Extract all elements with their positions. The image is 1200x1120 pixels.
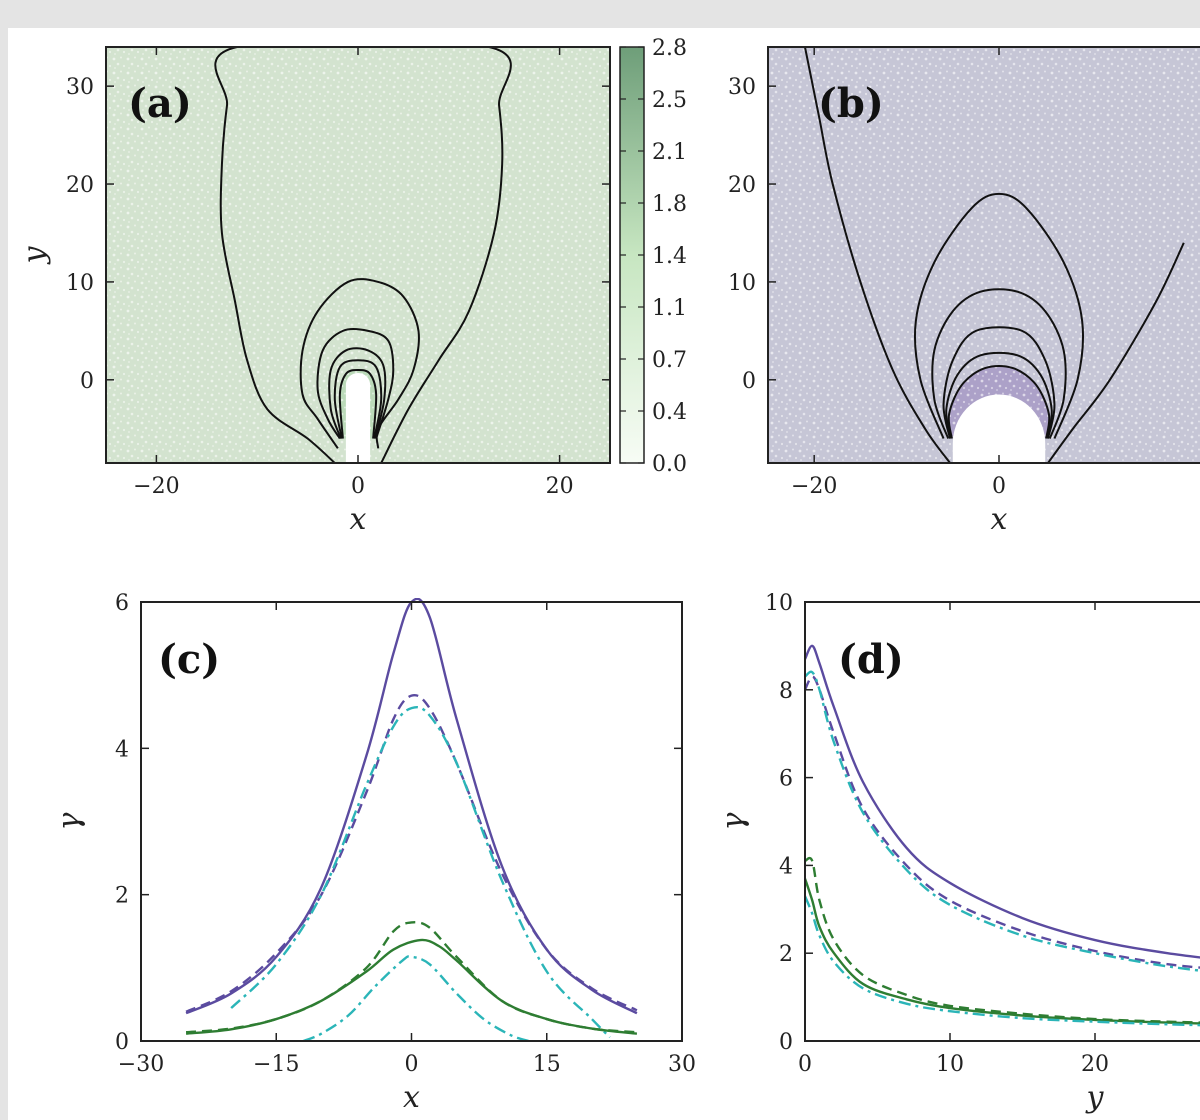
contour-line bbox=[328, 347, 387, 439]
contour-line bbox=[338, 369, 378, 439]
obstacle bbox=[952, 394, 1046, 463]
contour-line bbox=[316, 327, 395, 440]
panel-b: −20 0 0 10 20 30 x (b) bbox=[728, 46, 1200, 537]
colorbar-tick-label: 2.8 bbox=[652, 36, 687, 61]
y-tick-label: 20 bbox=[66, 173, 94, 198]
contour-line bbox=[945, 351, 1053, 439]
x-tick-label: 10 bbox=[936, 1052, 964, 1077]
y-axis-label: γ bbox=[52, 812, 87, 830]
contour-line bbox=[333, 359, 383, 439]
series-line bbox=[805, 670, 1200, 972]
panel-label: (d) bbox=[838, 636, 904, 683]
x-tick-label: −30 bbox=[118, 1052, 164, 1077]
y-tick-label: 20 bbox=[728, 173, 756, 198]
contour-line bbox=[214, 47, 512, 463]
y-tick-label: 0 bbox=[742, 369, 756, 394]
y-tick-label: 0 bbox=[115, 1030, 129, 1055]
series-line bbox=[805, 675, 1200, 969]
y-tick-label: 4 bbox=[779, 854, 793, 879]
colorbar-tick-label: 1.8 bbox=[652, 192, 687, 217]
series-line bbox=[805, 895, 1200, 1027]
series-line bbox=[185, 921, 638, 1034]
y-tick-label: 10 bbox=[728, 271, 756, 296]
y-tick-label: 6 bbox=[115, 591, 129, 616]
series-group bbox=[805, 644, 1200, 1027]
plot-frame bbox=[804, 601, 1200, 1042]
x-axis-label: x bbox=[350, 502, 367, 537]
x-tick-label: 0 bbox=[992, 474, 1006, 499]
y-tick-label: 6 bbox=[779, 767, 793, 792]
series-line bbox=[230, 705, 611, 1039]
y-tick-label: 0 bbox=[80, 369, 94, 394]
x-tick-label: 30 bbox=[668, 1052, 696, 1077]
x-tick-label: 20 bbox=[1081, 1052, 1109, 1077]
y-axis-label: y bbox=[17, 245, 52, 265]
contour-line bbox=[931, 288, 1067, 439]
y-tick-label: 2 bbox=[779, 942, 793, 967]
series-line bbox=[185, 694, 638, 1013]
x-tick-label: 15 bbox=[533, 1052, 561, 1077]
series-line bbox=[805, 644, 1200, 959]
series-group bbox=[185, 598, 638, 1041]
contour-line bbox=[942, 326, 1056, 439]
colorbar-tick-label: 0.4 bbox=[652, 400, 687, 425]
particle-speckle bbox=[768, 47, 1200, 463]
colorbar: 0.0 0.4 0.7 1.1 1.4 1.8 2.1 2.5 2.8 bbox=[619, 36, 687, 477]
panel-label: (a) bbox=[128, 80, 192, 127]
y-tick-label: 10 bbox=[765, 591, 793, 616]
obstacle bbox=[345, 372, 371, 463]
y-axis-label: γ bbox=[716, 812, 751, 830]
panel-label: (b) bbox=[818, 80, 884, 127]
contour-line bbox=[1047, 242, 1185, 463]
contour-line bbox=[947, 364, 1051, 439]
contour-line bbox=[803, 47, 951, 463]
panel-c: −30 −15 0 15 30 0 2 4 6 x γ (c) bbox=[52, 591, 696, 1115]
y-tick-label: 10 bbox=[66, 271, 94, 296]
heatmap-body bbox=[106, 47, 610, 463]
colorbar-tick-label: 0.0 bbox=[652, 452, 687, 477]
panel-label: (c) bbox=[158, 636, 220, 683]
colorbar-tick-label: 2.5 bbox=[652, 88, 687, 113]
colorbar-tick-label: 2.1 bbox=[652, 140, 687, 165]
y-tick-label: 4 bbox=[115, 737, 129, 762]
y-tick-label: 2 bbox=[115, 884, 129, 909]
x-tick-label: 20 bbox=[546, 474, 574, 499]
x-axis-label: y bbox=[1085, 1080, 1105, 1115]
x-tick-label: 0 bbox=[405, 1052, 419, 1077]
contour-line bbox=[913, 192, 1085, 439]
panel-d: 01020300246810yγ(d) bbox=[716, 591, 1200, 1115]
y-tick-label: 30 bbox=[66, 75, 94, 100]
contour-line bbox=[299, 278, 420, 449]
x-tick-label: −15 bbox=[253, 1052, 299, 1077]
panel-a: −20 0 20 0 10 20 30 x y (a) bbox=[17, 46, 611, 537]
x-tick-label: −20 bbox=[791, 474, 837, 499]
x-tick-label: 0 bbox=[351, 474, 365, 499]
series-line bbox=[805, 856, 1200, 1024]
x-tick-label: 0 bbox=[798, 1052, 812, 1077]
y-tick-label: 0 bbox=[779, 1030, 793, 1055]
y-tick-label: 30 bbox=[728, 75, 756, 100]
y-tick-label: 8 bbox=[779, 679, 793, 704]
x-axis-label: x bbox=[991, 502, 1008, 537]
colorbar-tick-label: 1.1 bbox=[652, 296, 687, 321]
colorbar-tick-label: 0.7 bbox=[652, 348, 687, 373]
x-axis-label: x bbox=[403, 1080, 420, 1115]
heatmap-body bbox=[768, 47, 1200, 463]
x-tick-label: −20 bbox=[133, 474, 179, 499]
colorbar-tick-label: 1.4 bbox=[652, 244, 687, 269]
